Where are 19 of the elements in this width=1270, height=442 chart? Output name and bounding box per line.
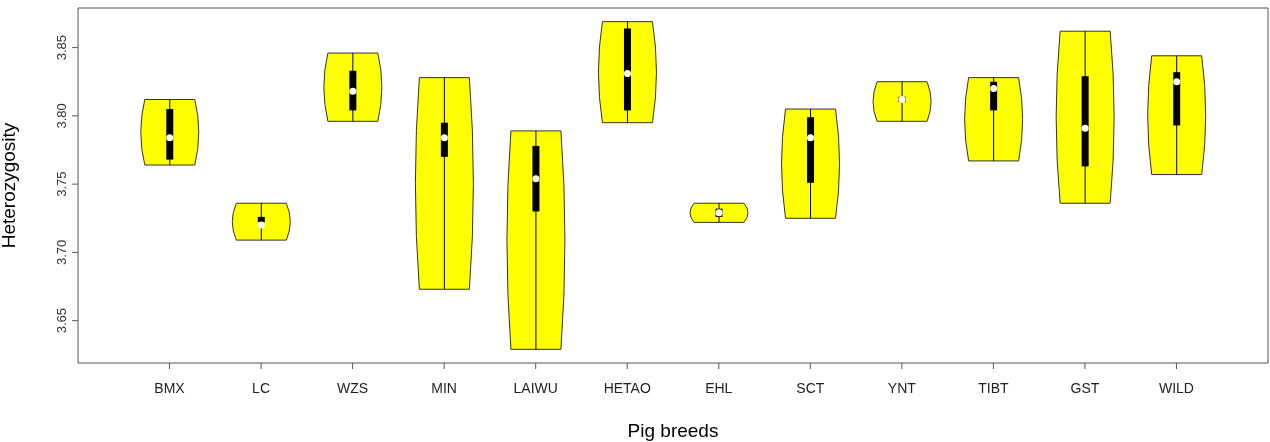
x-tick-label: GST [1070, 379, 1100, 396]
x-tick-label: EHL [705, 379, 733, 396]
x-tick-label: LAIWU [513, 379, 558, 396]
x-axis-title: Pig breeds [627, 420, 719, 441]
x-tick-label: TIBT [978, 379, 1009, 396]
x-tick-label: SCT [796, 379, 825, 396]
x-tick-label: WILD [1158, 379, 1194, 396]
x-tick-label: HETAO [603, 379, 651, 396]
x-tick-label: YNT [887, 379, 917, 396]
y-tick-label: 3.70 [54, 239, 69, 266]
y-axis-title: Heterozygosity [0, 122, 19, 249]
y-tick-label: 3.65 [54, 308, 69, 334]
y-tick-label: 3.85 [54, 34, 69, 61]
x-tick-label: MIN [431, 379, 457, 396]
x-tick-label: LC [252, 379, 271, 396]
x-tick-label: BMX [154, 379, 186, 396]
y-tick-label: 3.80 [54, 103, 69, 129]
y-tick-label: 3.75 [54, 171, 69, 197]
x-tick-label: WZS [337, 379, 369, 396]
